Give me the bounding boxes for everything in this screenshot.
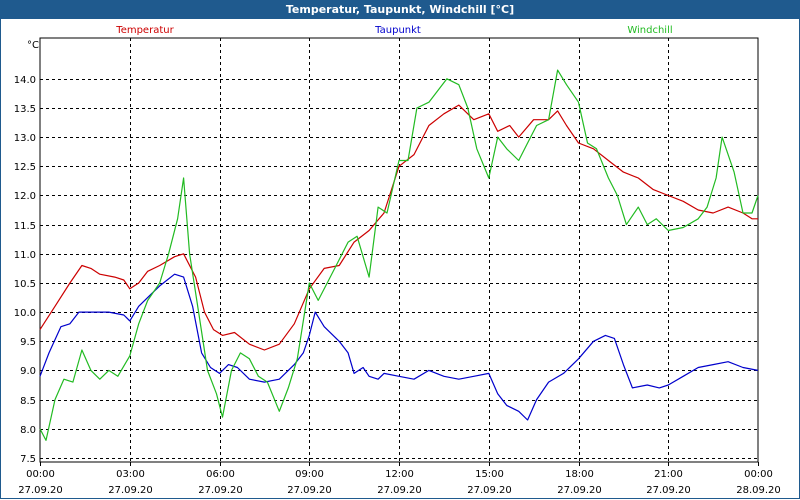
- y-tick-label: 9.0: [20, 366, 36, 377]
- x-tick-time: 09:00: [295, 469, 324, 480]
- y-tick-label: 11.0: [14, 250, 36, 261]
- x-tick-time: 21:00: [654, 469, 683, 480]
- y-tick-label: 10.5: [14, 279, 36, 290]
- x-tick-date: 28.09.20: [736, 485, 781, 496]
- y-tick-label: 7.5: [20, 454, 36, 465]
- y-tick-label: 13.5: [14, 104, 36, 115]
- x-tick-date: 27.09.20: [18, 485, 63, 496]
- y-axis-unit: °C: [27, 40, 39, 51]
- legend-taupunkt: Taupunkt: [374, 25, 421, 36]
- x-tick-time: 06:00: [206, 469, 235, 480]
- x-tick-date: 27.09.20: [467, 485, 512, 496]
- title-bar: Temperatur, Taupunkt, Windchill [°C]: [0, 0, 800, 19]
- x-tick-date: 27.09.20: [198, 485, 243, 496]
- legend-temperatur: Temperatur: [115, 25, 174, 36]
- series-line-windchill: [39, 69, 759, 441]
- x-tick-date: 27.09.20: [108, 485, 153, 496]
- y-tick-label: 13.0: [14, 133, 36, 144]
- y-tick-label: 14.0: [14, 75, 36, 86]
- y-tick-label: 8.0: [20, 425, 36, 436]
- y-tick-label: 12.0: [14, 191, 36, 202]
- x-tick-time: 12:00: [385, 469, 414, 480]
- x-tick-date: 27.09.20: [287, 485, 332, 496]
- y-tick-label: 12.5: [14, 162, 36, 173]
- x-tick-time: 00:00: [744, 469, 773, 480]
- legend-windchill: Windchill: [627, 25, 672, 36]
- series-line-temperatur: [39, 104, 758, 351]
- x-tick-time: 18:00: [565, 469, 594, 480]
- x-tick-date: 27.09.20: [646, 485, 691, 496]
- x-tick-date: 27.09.20: [557, 485, 602, 496]
- x-tick-time: 03:00: [116, 469, 145, 480]
- y-tick-label: 11.5: [14, 221, 36, 232]
- x-tick-time: 15:00: [475, 469, 504, 480]
- x-tick-time: 00:00: [26, 469, 55, 480]
- y-tick-label: 9.5: [20, 337, 36, 348]
- y-tick-label: 8.5: [20, 396, 36, 407]
- x-tick-date: 27.09.20: [377, 485, 422, 496]
- y-tick-label: 10.0: [14, 308, 36, 319]
- chart-title: Temperatur, Taupunkt, Windchill [°C]: [285, 3, 515, 16]
